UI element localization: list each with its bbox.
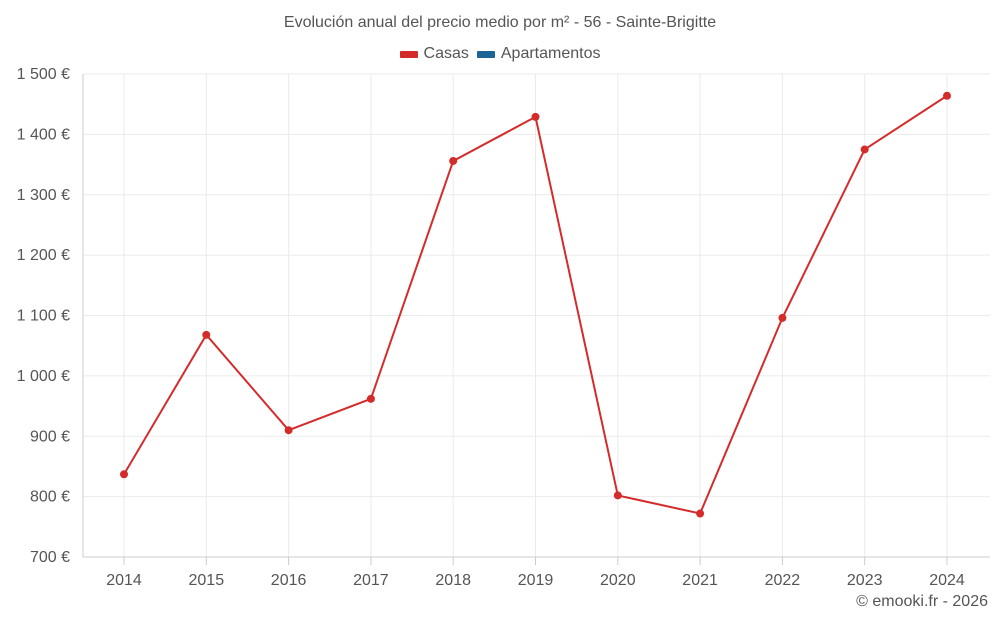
legend-label-apartamentos: Apartamentos <box>500 45 601 62</box>
x-tick-label: 2020 <box>600 572 636 589</box>
y-tick-label: 1 300 € <box>17 187 70 204</box>
data-point <box>449 156 458 165</box>
y-tick-label: 1 400 € <box>17 126 70 143</box>
data-point <box>613 491 622 500</box>
y-tick-label: 700 € <box>30 549 70 566</box>
data-point <box>284 426 293 435</box>
y-tick-label: 800 € <box>30 489 70 506</box>
legend: Casas Apartamentos <box>0 45 1000 63</box>
y-tick-label: 1 200 € <box>17 247 70 264</box>
data-point <box>860 145 869 154</box>
x-tick-label: 2024 <box>929 572 965 589</box>
data-point <box>120 470 128 479</box>
legend-item-casas[interactable]: Casas <box>399 45 469 63</box>
x-tick-label: 2018 <box>435 572 471 589</box>
x-tick-label: 2017 <box>353 572 389 589</box>
x-tick-label: 2015 <box>189 572 225 589</box>
legend-swatch-casas <box>399 50 418 58</box>
x-tick-label: 2023 <box>847 572 883 589</box>
data-point <box>531 112 540 121</box>
data-point <box>696 509 705 518</box>
data-point <box>366 394 375 403</box>
x-tick-label: 2021 <box>682 572 718 589</box>
y-tick-label: 900 € <box>30 428 70 445</box>
credit-text: © emooki.fr - 2026 <box>856 593 988 610</box>
y-tick-label: 1 100 € <box>17 308 70 325</box>
legend-item-apartamentos[interactable]: Apartamentos <box>476 45 601 63</box>
legend-label-casas: Casas <box>423 45 469 62</box>
x-tick-label: 2019 <box>518 572 554 589</box>
x-tick-label: 2016 <box>271 572 307 589</box>
data-point <box>202 330 211 339</box>
y-tick-label: 1 500 € <box>17 66 70 83</box>
x-tick-label: 2022 <box>765 572 801 589</box>
legend-swatch-apartamentos <box>476 50 495 58</box>
x-tick-label: 2014 <box>106 572 142 589</box>
data-point <box>943 91 951 100</box>
chart-title: Evolución anual del precio medio por m² … <box>283 14 717 31</box>
data-point <box>778 313 787 322</box>
y-tick-label: 1 000 € <box>17 368 70 385</box>
